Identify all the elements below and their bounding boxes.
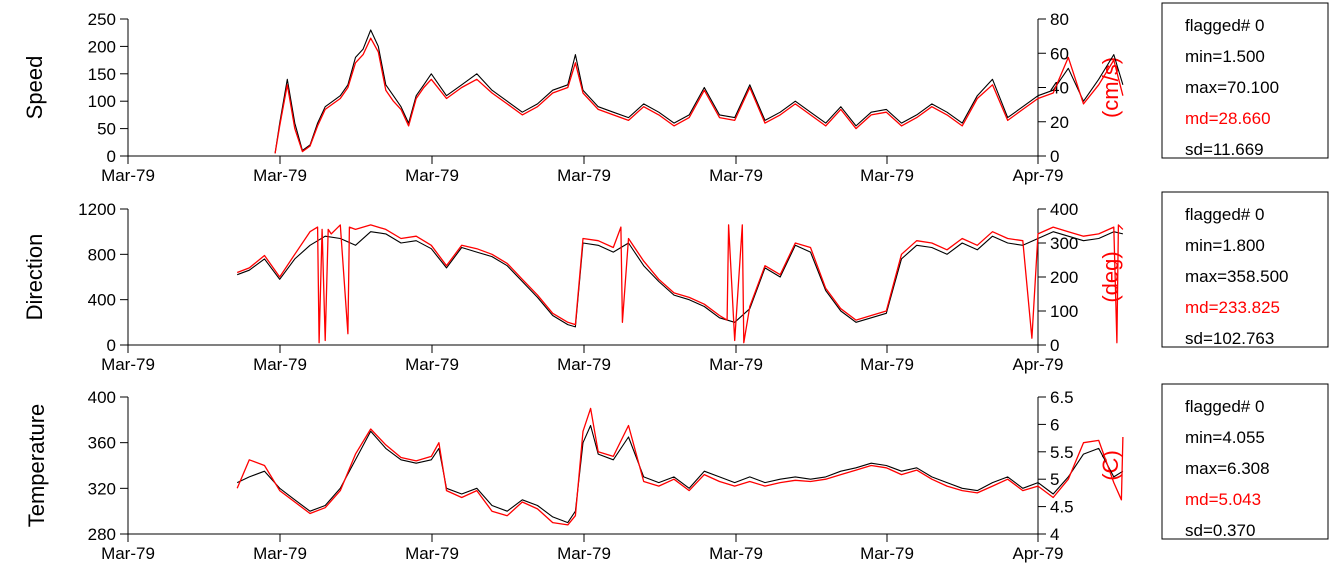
panel-2: 280 320 360 400 4 4.5 5 5.5 6 6.5 Mar-79 Mar-79 Mar-… [24,383,1329,563]
panel-0: 0 50 100 150 200 250 0 20 40 60 80 Mar-79 Mar-79 Mar-… [22,2,1329,185]
x-tick-label: Mar-79 [405,355,459,374]
y-tick-label: 400 [88,291,116,310]
stats-line: flagged# 0 [1185,397,1264,416]
x-tick-label: Mar-79 [709,355,763,374]
stats-box [1161,2,1329,159]
stats-box [1161,383,1329,540]
y-right-tick-label: 80 [1050,10,1069,29]
y-axis-label: Speed [22,56,47,120]
series-black-line [236,424,1124,524]
y-axis-right-label: (deg) [1098,251,1123,302]
stats-line: min=4.055 [1185,428,1265,447]
x-tick-label: Mar-79 [557,166,611,185]
y-tick-label: 0 [107,336,116,355]
y-right-tick-label: 300 [1050,234,1078,253]
x-tick-label: Mar-79 [709,166,763,185]
y-right-tick-label: 5.5 [1050,443,1074,462]
x-tick-label: Mar-79 [101,544,155,563]
y-tick-label: 320 [88,479,116,498]
x-tick-label: Mar-79 [860,355,914,374]
x-tick-label: Mar-79 [253,166,307,185]
y-tick-label: 0 [107,147,116,166]
y-tick-label: 360 [88,434,116,453]
x-tick-label: Mar-79 [860,166,914,185]
y-tick-label: 150 [88,65,116,84]
series-red-line [236,224,1124,344]
series-black-line [274,29,1124,154]
panel-1: 0 400 800 1200 0 100 200 300 400 Mar-79 Mar-79 Mar-… [22,191,1329,374]
x-tick-label: Mar-79 [557,544,611,563]
y-right-tick-label: 20 [1050,113,1069,132]
series-red-line [236,407,1124,526]
stats-line: flagged# 0 [1185,205,1264,224]
x-tick-label: Mar-79 [253,355,307,374]
y-tick-label: 200 [88,37,116,56]
y-tick-label: 250 [88,10,116,29]
x-tick-label: Mar-79 [101,166,155,185]
y-tick-label: 50 [97,120,116,139]
y-tick-label: 1200 [78,200,116,219]
y-right-tick-label: 0 [1050,147,1059,166]
stats-line: max=358.500 [1185,267,1289,286]
y-right-tick-label: 6 [1050,415,1059,434]
y-tick-label: 400 [88,388,116,407]
x-tick-label: Mar-79 [253,544,307,563]
stats-line: sd=11.669 [1185,140,1264,159]
x-tick-label: Apr-79 [1012,166,1063,185]
stats-line: md=5.043 [1185,490,1261,509]
y-right-tick-label: 6.5 [1050,388,1074,407]
series-black-line [237,231,1124,328]
y-right-tick-label: 0 [1050,336,1059,355]
y-axis-label: Temperature [24,404,49,528]
stats-line: sd=102.763 [1185,329,1274,348]
x-tick-label: Mar-79 [709,544,763,563]
stats-line: min=1.800 [1185,236,1265,255]
y-right-tick-label: 40 [1050,79,1069,98]
x-tick-label: Mar-79 [557,355,611,374]
y-right-tick-label: 60 [1050,44,1069,63]
y-right-tick-label: 400 [1050,200,1078,219]
y-tick-label: 800 [88,245,116,264]
stats-line: sd=0.370 [1185,521,1255,540]
y-right-tick-label: 200 [1050,268,1078,287]
y-tick-label: 280 [88,525,116,544]
x-tick-label: Mar-79 [860,544,914,563]
stats-line: min=1.500 [1185,47,1265,66]
y-axis-label: Direction [22,234,47,321]
stats-line: max=6.308 [1185,459,1270,478]
y-right-tick-label: 4.5 [1050,498,1074,517]
y-right-tick-label: 5 [1050,470,1059,489]
stats-line: max=70.100 [1185,78,1279,97]
y-right-tick-label: 4 [1050,525,1059,544]
x-tick-label: Apr-79 [1012,544,1063,563]
stats-line: flagged# 0 [1185,16,1264,35]
stats-line: md=28.660 [1185,109,1271,128]
y-tick-label: 100 [88,92,116,111]
x-tick-label: Mar-79 [405,166,459,185]
series-red-line [274,37,1124,154]
x-tick-label: Mar-79 [405,544,459,563]
stats-line: md=233.825 [1185,298,1280,317]
y-right-tick-label: 100 [1050,302,1078,321]
y-axis-right-label: (cm/s) [1098,57,1123,118]
x-tick-label: Mar-79 [101,355,155,374]
x-tick-label: Apr-79 [1012,355,1063,374]
stats-box [1161,191,1329,348]
